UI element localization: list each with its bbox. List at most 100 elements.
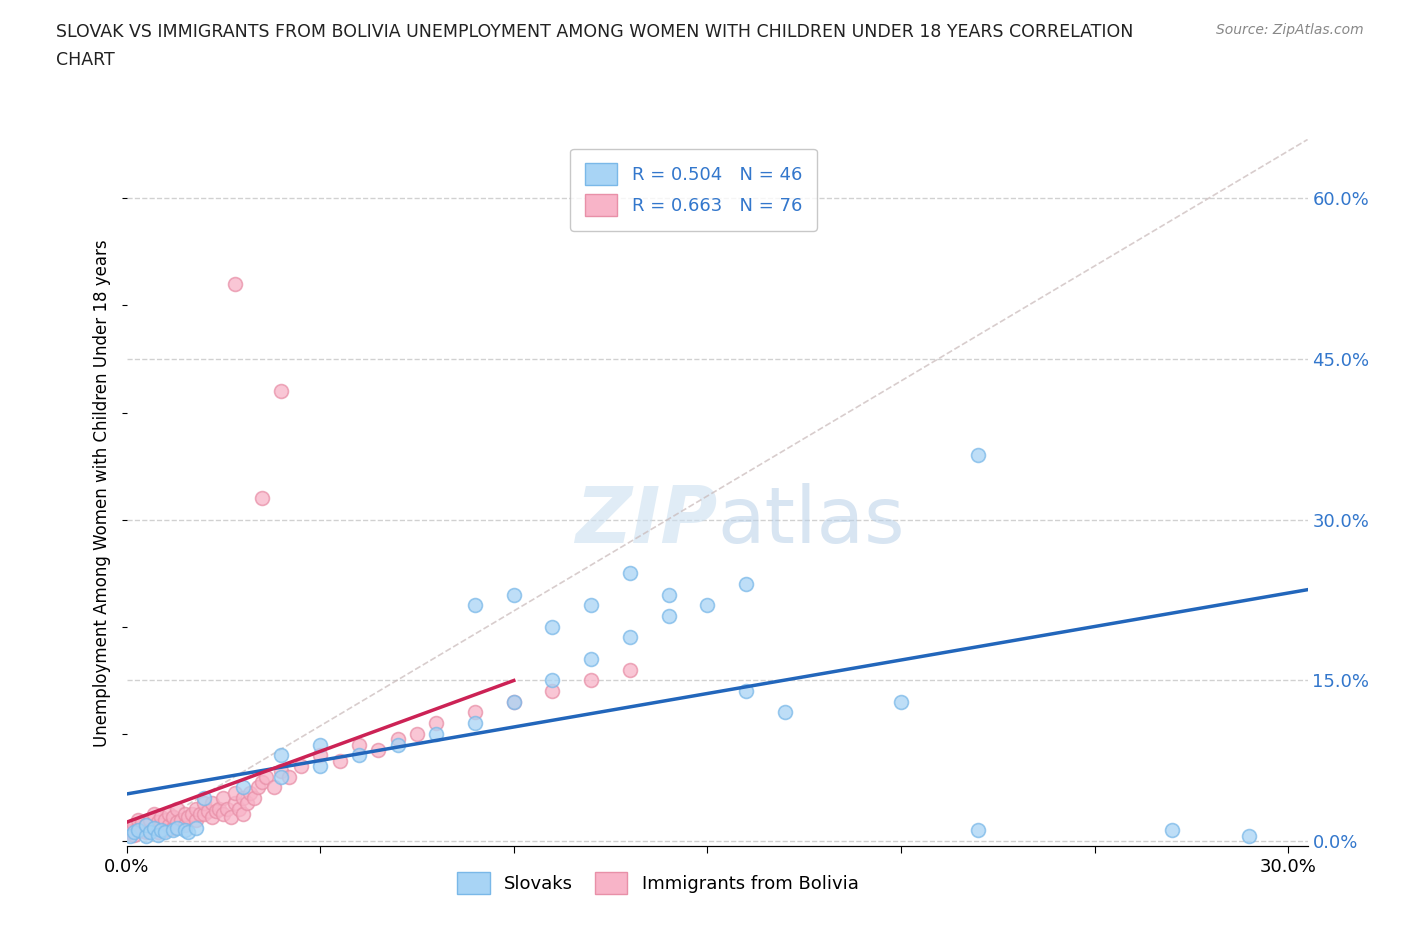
- Point: [967, 448, 990, 463]
- Point: [135, 825, 157, 840]
- Point: [162, 820, 184, 835]
- Point: [212, 790, 235, 805]
- Text: Source: ZipAtlas.com: Source: ZipAtlas.com: [1216, 23, 1364, 37]
- Legend: Slovaks, Immigrants from Bolivia: Slovaks, Immigrants from Bolivia: [450, 864, 866, 901]
- Point: [181, 806, 204, 821]
- Point: [127, 820, 149, 835]
- Point: [250, 775, 273, 790]
- Point: [150, 823, 173, 838]
- Point: [139, 825, 162, 840]
- Point: [239, 785, 262, 800]
- Point: [247, 780, 270, 795]
- Point: [387, 732, 409, 747]
- Point: [502, 695, 524, 710]
- Point: [541, 684, 564, 698]
- Point: [619, 565, 641, 580]
- Point: [228, 802, 250, 817]
- Point: [124, 825, 146, 840]
- Point: [619, 662, 641, 677]
- Text: atlas: atlas: [717, 484, 904, 559]
- Point: [166, 820, 188, 835]
- Point: [166, 802, 188, 817]
- Point: [254, 769, 277, 784]
- Point: [232, 806, 254, 821]
- Point: [173, 823, 195, 838]
- Point: [579, 598, 602, 613]
- Point: [186, 802, 208, 817]
- Point: [146, 827, 169, 842]
- Point: [131, 823, 153, 838]
- Point: [162, 823, 184, 838]
- Point: [186, 812, 208, 827]
- Point: [890, 695, 912, 710]
- Point: [425, 716, 447, 731]
- Point: [1161, 823, 1184, 838]
- Point: [142, 820, 165, 835]
- Point: [387, 737, 409, 752]
- Point: [139, 812, 162, 827]
- Point: [208, 802, 231, 817]
- Point: [406, 726, 429, 741]
- Point: [224, 276, 246, 291]
- Point: [120, 828, 142, 843]
- Point: [142, 820, 165, 835]
- Point: [579, 651, 602, 666]
- Point: [150, 817, 173, 832]
- Point: [658, 587, 681, 602]
- Text: SLOVAK VS IMMIGRANTS FROM BOLIVIA UNEMPLOYMENT AMONG WOMEN WITH CHILDREN UNDER 1: SLOVAK VS IMMIGRANTS FROM BOLIVIA UNEMPL…: [56, 23, 1133, 41]
- Point: [541, 673, 564, 688]
- Point: [270, 384, 292, 399]
- Point: [135, 828, 157, 843]
- Point: [124, 827, 146, 842]
- Point: [232, 790, 254, 805]
- Point: [658, 608, 681, 623]
- Point: [135, 817, 157, 832]
- Point: [367, 742, 389, 757]
- Point: [696, 598, 718, 613]
- Point: [124, 817, 146, 832]
- Point: [115, 823, 138, 838]
- Point: [347, 748, 370, 763]
- Text: CHART: CHART: [56, 51, 115, 69]
- Point: [219, 810, 242, 825]
- Point: [290, 759, 312, 774]
- Point: [201, 810, 224, 825]
- Point: [193, 806, 215, 821]
- Point: [224, 785, 246, 800]
- Point: [193, 790, 215, 805]
- Point: [235, 796, 257, 811]
- Point: [232, 780, 254, 795]
- Point: [155, 812, 177, 827]
- Point: [120, 825, 142, 840]
- Point: [157, 817, 180, 832]
- Point: [309, 748, 332, 763]
- Point: [967, 823, 990, 838]
- Point: [309, 737, 332, 752]
- Point: [502, 695, 524, 710]
- Point: [173, 817, 195, 832]
- Point: [250, 491, 273, 506]
- Point: [773, 705, 796, 720]
- Point: [579, 673, 602, 688]
- Point: [735, 577, 758, 591]
- Point: [204, 804, 226, 818]
- Point: [278, 769, 301, 784]
- Text: ZIP: ZIP: [575, 484, 717, 559]
- Point: [146, 825, 169, 840]
- Point: [328, 753, 350, 768]
- Point: [186, 820, 208, 835]
- Point: [166, 815, 188, 830]
- Point: [212, 806, 235, 821]
- Point: [177, 825, 200, 840]
- Point: [127, 812, 149, 827]
- Point: [170, 812, 193, 827]
- Point: [464, 716, 486, 731]
- Point: [243, 790, 266, 805]
- Point: [502, 587, 524, 602]
- Point: [224, 796, 246, 811]
- Point: [464, 705, 486, 720]
- Point: [162, 810, 184, 825]
- Point: [217, 802, 239, 817]
- Point: [464, 598, 486, 613]
- Point: [135, 817, 157, 832]
